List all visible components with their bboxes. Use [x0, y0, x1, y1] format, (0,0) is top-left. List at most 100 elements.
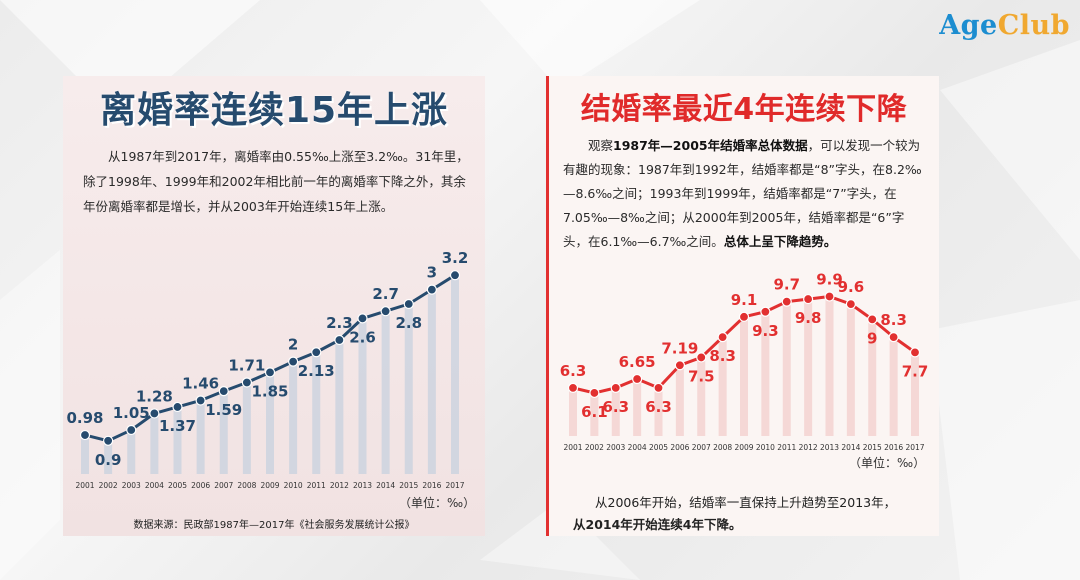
divorce-data-label-2009: 1.85	[251, 382, 288, 400]
marriage-point-2009	[738, 311, 750, 322]
marriage-point-2005	[653, 382, 664, 393]
divorce-point-2005	[172, 401, 183, 413]
marriage-x-tick-2011: 2011	[777, 443, 796, 452]
divorce-bar-2014	[381, 311, 390, 474]
divorce-data-label-2002: 0.9	[95, 451, 122, 469]
marriage-data-label-2006: 7.19	[661, 339, 698, 357]
logo-part-age: Age	[939, 10, 998, 41]
marriage-para-pre: 观察	[588, 138, 614, 153]
divorce-x-tick-2002: 2002	[99, 481, 118, 490]
divorce-point-2006	[195, 395, 206, 406]
marriage-bar-2009	[740, 316, 748, 436]
marriage-x-tick-2012: 2012	[799, 443, 818, 452]
divorce-point-2004	[149, 408, 160, 419]
marriage-unit-label: （单位：‰）	[849, 456, 926, 470]
divorce-x-tick-2012: 2012	[330, 481, 349, 490]
marriage-bar-2004	[633, 378, 642, 436]
data-source-note: 数据来源：民政部1987年—2017年《社会服务发展统计公报》	[133, 520, 415, 531]
divorce-x-tick-2011: 2011	[307, 481, 326, 490]
marriage-x-tick-2016: 2016	[884, 443, 903, 452]
marriage-bar-2017	[911, 352, 919, 436]
marriage-x-tick-2013: 2013	[820, 443, 839, 452]
divorce-rate-chart: 0.98 0.9 1.051.28 1.37 1.46 1.59 1.71 1.85 22.13…	[66, 249, 469, 490]
marriage-point-2010	[760, 306, 771, 317]
marriage-point-2008	[717, 332, 728, 343]
divorce-point-2014	[380, 306, 391, 317]
divorce-bar-2009	[266, 372, 274, 474]
divorce-point-2015	[403, 298, 414, 310]
divorce-x-tick-2006: 2006	[191, 481, 210, 490]
divorce-x-tick-2007: 2007	[214, 481, 233, 490]
marriage-data-label-2009: 9.1	[731, 291, 758, 309]
marriage-data-label-2011: 9.7	[773, 276, 800, 294]
marriage-point-2014	[845, 299, 856, 310]
divorce-point-2001	[79, 429, 91, 441]
marriage-bar-2001	[569, 387, 577, 436]
divorce-x-tick-2017: 2017	[445, 481, 464, 490]
marriage-point-2001	[567, 382, 579, 393]
marriage-bar-2010	[761, 311, 770, 436]
marriage-point-2012	[803, 293, 814, 305]
marriage-bar-2011	[782, 301, 791, 436]
marriage-x-tick-2007: 2007	[692, 443, 711, 452]
marriage-para-emph2: 总体上呈下降趋势。	[723, 234, 837, 249]
marriage-x-tick-2014: 2014	[841, 443, 860, 452]
divorce-x-tick-2004: 2004	[145, 481, 164, 490]
divorce-x-tick-2005: 2005	[168, 481, 187, 490]
marriage-bar-2006	[675, 365, 684, 436]
marriage-data-label-2007: 7.5	[688, 367, 715, 385]
divorce-point-2011	[311, 347, 322, 358]
divorce-bar-2004	[150, 413, 159, 474]
divorce-data-label-2015: 2.8	[395, 314, 422, 332]
marriage-x-tick-2002: 2002	[585, 443, 604, 452]
marriage-data-label-2015: 9	[867, 329, 877, 347]
marriage-x-tick-2017: 2017	[905, 443, 924, 452]
marriage-point-2016	[888, 332, 899, 343]
divorce-x-tick-2016: 2016	[422, 481, 441, 490]
marriage-point-2004	[632, 373, 643, 385]
marriage-point-2017	[909, 347, 921, 358]
marriage-bar-2016	[889, 337, 898, 436]
divorce-data-label-2017: 3.2	[442, 249, 469, 267]
divorce-bar-2008	[242, 382, 251, 474]
divorce-x-tick-2013: 2013	[353, 481, 372, 490]
divorce-data-label-2006: 1.46	[182, 374, 219, 392]
divorce-rate-panel: 离婚率连续15年上涨 从1987年到2017年，离婚率由0.55‰上涨至3.2‰…	[63, 76, 485, 536]
divorce-data-label-2003: 1.05	[113, 404, 150, 422]
divorce-data-label-2001: 0.98	[66, 409, 103, 427]
marriage-data-label-2013: 9.9	[816, 271, 843, 289]
marriage-data-label-2014: 9.6	[838, 278, 865, 296]
marriage-point-2003	[610, 382, 621, 393]
divorce-x-tick-2014: 2014	[376, 481, 395, 490]
divorce-point-2007	[218, 386, 229, 397]
marriage-data-label-2012: 9.8	[795, 309, 822, 327]
marriage-data-label-2001: 6.3	[560, 362, 587, 380]
divorce-bar-2003	[127, 430, 136, 474]
divorce-bar-2007	[219, 391, 228, 474]
divorce-bar-2012	[335, 340, 344, 474]
divorce-bar-2015	[404, 304, 413, 474]
marriage-point-2006	[674, 360, 685, 371]
divorce-point-2002	[103, 435, 114, 446]
divorce-point-2010	[288, 356, 299, 367]
marriage-x-tick-2008: 2008	[713, 443, 732, 452]
marriage-bar-2002	[590, 392, 599, 436]
divorce-data-label-2005: 1.37	[159, 417, 196, 435]
marriage-point-2002	[589, 387, 600, 399]
marriage-bar-2008	[718, 337, 727, 436]
marriage-point-2011	[781, 296, 792, 307]
marriage-rate-panel: 结婚率最近4年连续下降 观察1987年—2005年结婚率总体数据，可以发现一个较…	[546, 76, 939, 536]
divorce-point-2012	[334, 334, 345, 346]
marriage-bar-2005	[654, 387, 663, 436]
divorce-x-tick-2010: 2010	[284, 481, 303, 490]
marriage-x-tick-2003: 2003	[606, 443, 625, 452]
divorce-point-2003	[126, 424, 137, 436]
divorce-bar-2016	[427, 289, 436, 474]
marriage-x-tick-2004: 2004	[628, 443, 647, 452]
marriage-title: 结婚率最近4年连续下降	[580, 92, 908, 127]
marriage-para-mid: ，可以发现一个较为有趣的现象：1987年到1992年，结婚率都是“8”字头，在8…	[563, 138, 922, 249]
marriage-data-label-2002: 6.1	[581, 403, 608, 421]
divorce-data-label-2008: 1.71	[228, 356, 265, 374]
marriage-point-2015	[867, 314, 878, 325]
marriage-bar-2013	[825, 296, 834, 436]
